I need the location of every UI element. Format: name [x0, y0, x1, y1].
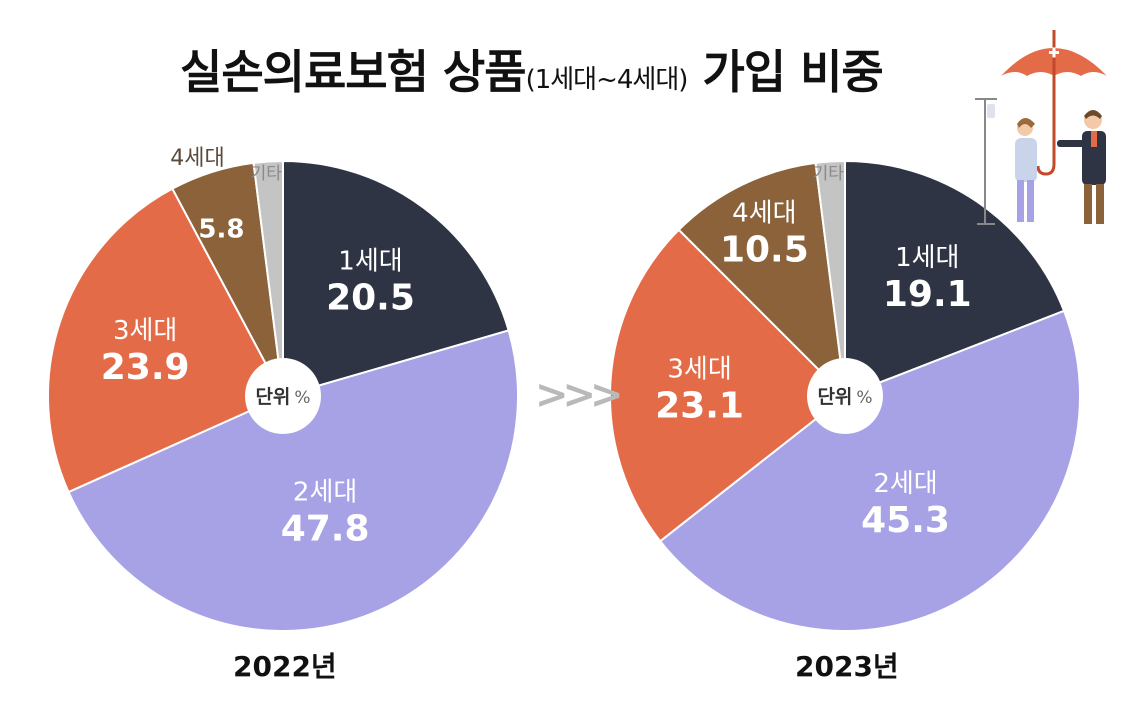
pie-0-label-name-4: 기타 — [251, 164, 283, 184]
year-label-2023: 2023년 — [795, 650, 899, 683]
pie-1-slice-3 — [677, 161, 847, 399]
title-main: 실손의료보험 상품 — [180, 45, 527, 99]
pie-0-center-circle — [245, 358, 321, 434]
pie-0-label-value-2: 23.9 — [101, 347, 190, 388]
pie-1-label-value-2: 23.1 — [655, 385, 744, 426]
pie-0-label-name-3: 4세대 — [170, 146, 224, 171]
umbrella-doctor-patient-illustration — [975, 30, 1107, 225]
pie-0-label-name-2: 3세대 — [113, 316, 177, 346]
pie-1-label-value-0: 19.1 — [883, 274, 972, 315]
pie-0-slice-1 — [67, 329, 519, 632]
pie-1-label-name-1: 2세대 — [873, 469, 937, 499]
pie-0-label-value-1: 47.8 — [281, 509, 370, 550]
pie-1-label-name-4: 기타 — [813, 164, 845, 184]
pie-1-slice-2 — [609, 228, 847, 543]
pie-0-label-value-3: 5.8 — [198, 214, 244, 244]
arrow-icon: >>> — [535, 372, 624, 418]
pie-1-label-name-3: 4세대 — [732, 198, 796, 228]
pie-1-slice-0 — [844, 159, 1066, 398]
pie-1-label-name-0: 1세대 — [895, 243, 959, 273]
chart-title: 실손의료보험 상품(1세대~4세대) 가입 비중 — [180, 36, 884, 102]
pie-1-label-value-1: 45.3 — [861, 500, 950, 541]
pie-0-label-name-0: 1세대 — [338, 246, 402, 276]
pie-1-slice-1 — [658, 309, 1082, 633]
pie-0-unit-label: 단위% — [255, 386, 310, 408]
title-tail: 가입 비중 — [702, 45, 883, 99]
pie-1-label-value-3: 10.5 — [720, 229, 809, 270]
pie-0-slice-4 — [252, 159, 284, 397]
year-label-2022: 2022년 — [233, 650, 337, 683]
pie-0-label-name-1: 2세대 — [293, 478, 357, 508]
pie-1-unit-label: 단위% — [817, 386, 872, 408]
pie-0-slice-0 — [282, 159, 510, 398]
title-sub: (1세대~4세대) — [525, 65, 689, 95]
pie-1-label-name-2: 3세대 — [667, 354, 731, 384]
pie-0-slice-2 — [47, 187, 285, 494]
pie-0-label-value-0: 20.5 — [326, 277, 415, 318]
pie-1-slice-4 — [814, 159, 846, 397]
pie-1-center-circle — [807, 358, 883, 434]
